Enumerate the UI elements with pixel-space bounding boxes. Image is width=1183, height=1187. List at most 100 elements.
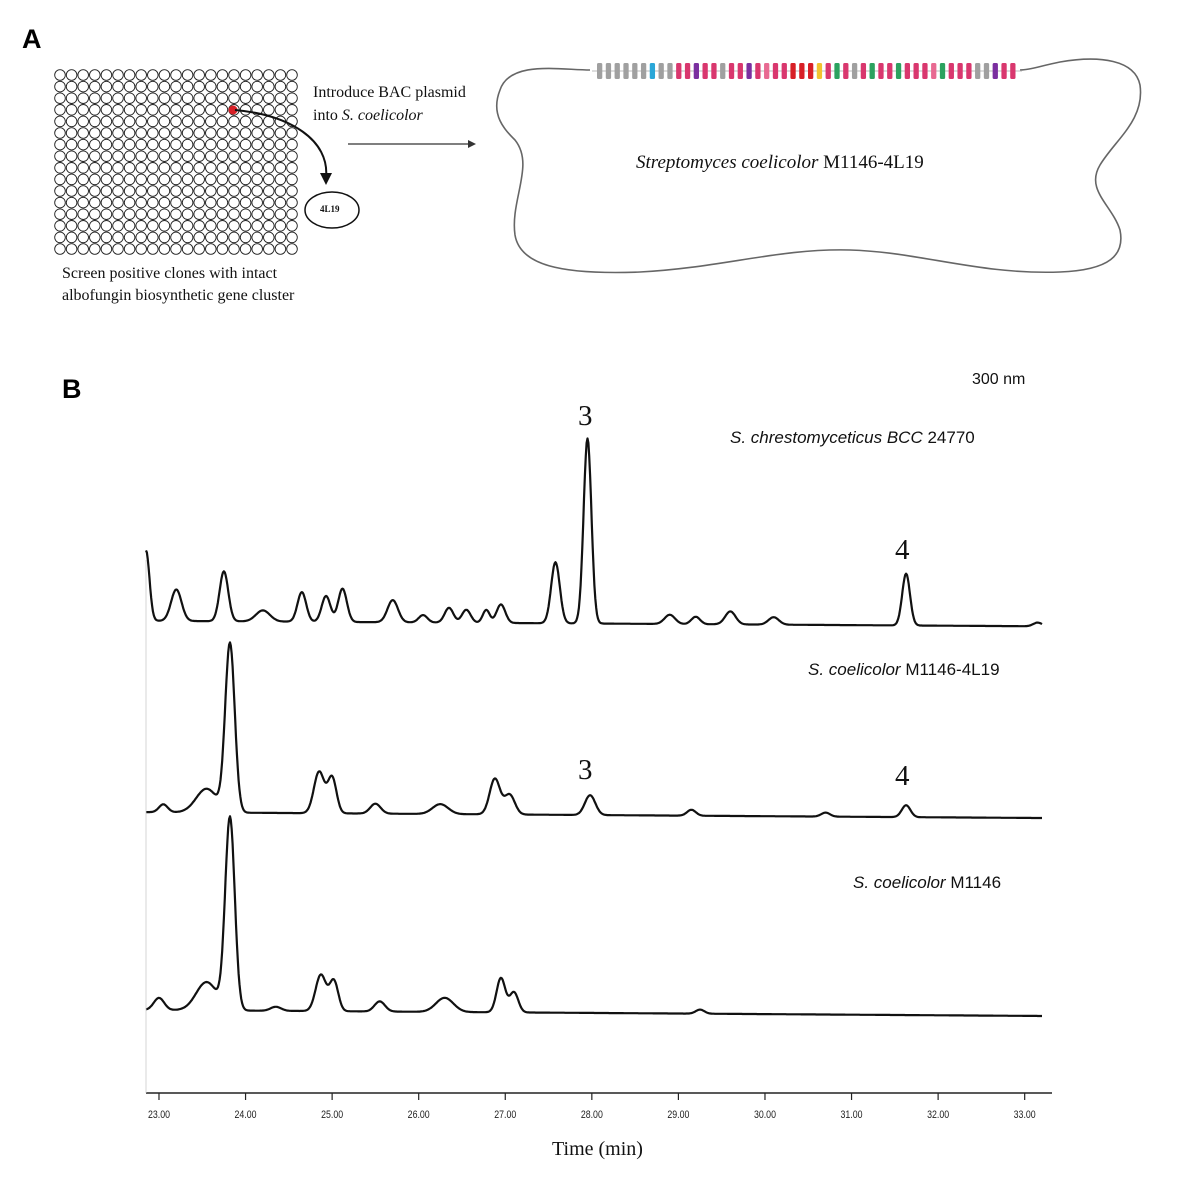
clone-well [216,138,229,151]
clone-well [65,115,78,128]
peak-label-4-mid: 4 [895,760,910,792]
gene-arrow [825,63,831,79]
clone-well [135,69,147,81]
clone-well [65,80,78,93]
clone-well [181,80,194,93]
clone-well [181,231,194,244]
clone-well [112,115,124,128]
clone-well [100,138,113,151]
clone-well [286,220,298,232]
clone-well [286,104,298,116]
clone-well [158,162,171,174]
clone-well [147,243,159,255]
clone-well [170,115,182,128]
trace-3-species: S. coelicolor [853,873,946,892]
clone-well [286,196,298,209]
clone-well [65,150,78,162]
clone-well [274,80,287,93]
clone-well [65,243,78,255]
clone-well [112,243,124,255]
trace-3-label: S. coelicolor M1146 [853,873,1001,893]
trace-3-strain: M1146 [945,873,1002,892]
clone-well [170,69,182,81]
clone-well [251,69,263,81]
clone-well [77,185,89,197]
clone-well [286,150,298,162]
clone-well [123,231,136,244]
screen-caption-line2: albofungin biosynthetic gene cluster [62,287,295,304]
cell-outline [495,58,1142,274]
x-tick-label: 31.00 [841,1109,863,1121]
clone-well [205,150,217,162]
clone-well [251,162,263,174]
gene-arrow [772,63,779,79]
clone-well [193,196,205,209]
clone-well [193,243,205,255]
clone-well [205,69,217,81]
gene-arrow [640,63,647,79]
clone-well [205,115,217,128]
clone-well [89,104,101,116]
albofungin-gene-cluster [597,63,1016,79]
gene-arrow [632,63,638,79]
gene-arrow [966,63,972,79]
clone-well [100,92,113,104]
clone-well [112,150,124,162]
clone-well [274,127,287,139]
clone-well [170,185,182,197]
clone-well [181,162,194,174]
clone-well [239,196,252,209]
gene-arrow [781,63,787,79]
gene-arrow [614,63,620,79]
clone-well [216,162,229,174]
clone-well [216,231,229,244]
peak-label-3-mid: 3 [578,754,593,786]
clone-well [54,150,66,162]
clone-well [205,127,217,139]
clone-well [239,138,252,151]
wavelength-label: 300 nm [972,371,1026,388]
clone-well [263,173,275,186]
clone-well [193,231,205,244]
clone-well [286,162,298,174]
x-tick-label: 25.00 [321,1109,343,1121]
clone-well [251,92,263,104]
clone-well [147,150,159,162]
clone-well [228,208,240,220]
clone-well [193,115,205,128]
clone-well [205,173,217,186]
clone-well [239,243,252,255]
x-tick-label: 32.00 [927,1109,949,1121]
clone-well [228,162,240,174]
clone-well [228,243,240,255]
transfer-arrowhead [468,140,476,148]
clone-well [251,80,263,93]
clone-well [239,220,252,232]
clone-well [77,138,89,151]
screen-caption-line1: Screen positive clones with intact [62,265,278,282]
clone-well [112,80,124,93]
clone-well [170,80,182,93]
clone-well [147,231,159,244]
clone-well [112,208,124,220]
clone-well [205,220,217,232]
clone-well [274,92,287,104]
clone-well [147,185,159,197]
clone-well [193,127,205,139]
clone-well [205,231,217,244]
gene-arrow [720,63,726,79]
clone-well [65,231,78,244]
clone-well [158,80,171,93]
clone-well [54,104,66,116]
clone-well [158,173,171,186]
clone-well [158,196,171,209]
clone-well [286,69,298,81]
clone-well [274,231,287,244]
clone-well [239,80,252,93]
clone-well [286,208,298,220]
clone-well [89,162,101,174]
clone-well [89,92,101,104]
clone-4L19-oval [304,191,360,229]
gene-arrow [808,63,814,79]
clone-well [89,185,101,197]
